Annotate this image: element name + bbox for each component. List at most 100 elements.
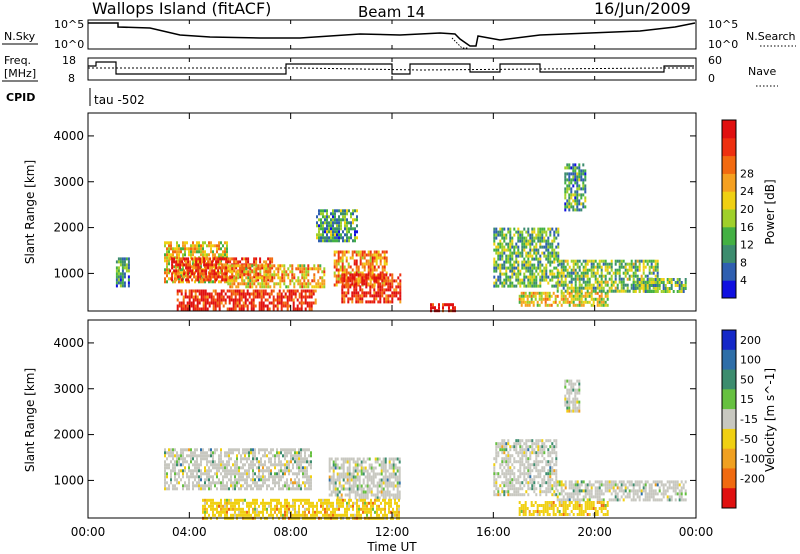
power-cell-2 xyxy=(215,266,218,270)
velocity-cell-0 xyxy=(290,481,292,485)
power-cell-1 xyxy=(168,256,170,260)
power-cell-10 xyxy=(590,303,593,307)
power-cell-11 xyxy=(614,286,617,290)
power-cell-11 xyxy=(574,289,577,293)
power-cell-2 xyxy=(247,257,250,261)
power-cell-6 xyxy=(381,285,384,289)
velocity-cell-3 xyxy=(610,498,613,502)
velocity-cell-0 xyxy=(310,463,312,467)
power-cell-3 xyxy=(241,279,244,283)
velocity-cell-3 xyxy=(604,489,607,493)
power-cell-3 xyxy=(273,264,276,268)
power-cell-7 xyxy=(338,233,340,237)
power-cell-5 xyxy=(361,253,364,257)
power-cell-7 xyxy=(338,218,340,222)
power-cell-12 xyxy=(582,193,585,197)
velocity-cell-3 xyxy=(606,480,609,484)
power-cell-4 xyxy=(294,289,297,293)
velocity-cell-2 xyxy=(493,481,496,485)
power-cell-4 xyxy=(180,289,183,293)
power-cell-3 xyxy=(251,270,254,274)
power-cell-11 xyxy=(628,265,631,269)
velocity-cell-0 xyxy=(196,484,198,488)
velocity-cell-0 xyxy=(164,469,166,473)
power-cell-3 xyxy=(313,279,316,283)
velocity-cell-1 xyxy=(358,475,361,479)
power-cell-10 xyxy=(540,300,543,304)
power-cell-10 xyxy=(536,303,539,307)
velocity-cell-1 xyxy=(356,475,359,479)
power-cell-9 xyxy=(543,266,546,270)
power-cell-9 xyxy=(543,251,546,255)
power-cell-9 xyxy=(507,266,510,270)
power-cell-6 xyxy=(399,297,402,301)
power-cell-9 xyxy=(553,266,556,270)
velocity-cell-3 xyxy=(644,489,647,493)
power-cell-11 xyxy=(600,265,603,269)
power-cell-12 xyxy=(564,208,567,212)
power-cell-1 xyxy=(170,244,172,248)
power-cell-2 xyxy=(175,269,178,273)
power-cell-1 xyxy=(192,244,194,248)
power-cell-10 xyxy=(574,294,577,298)
velocity-cell-0 xyxy=(232,472,234,476)
power-cell-3 xyxy=(305,276,308,280)
power-cell-3 xyxy=(301,276,304,280)
power-cell-2 xyxy=(203,278,206,282)
velocity-cell-1 xyxy=(342,484,345,488)
velocity-cell-0 xyxy=(190,475,192,479)
power-cell-11 xyxy=(590,259,593,263)
velocity-cell-2 xyxy=(517,493,520,497)
power-cell-9 xyxy=(535,275,538,279)
power-cell-3 xyxy=(231,270,234,274)
velocity-cell-3 xyxy=(672,486,675,490)
power-cell-7 xyxy=(338,209,340,213)
velocity-cell-0 xyxy=(216,466,218,470)
power-cell-10 xyxy=(590,294,593,298)
power-cell-10 xyxy=(578,300,581,304)
power-cell-9 xyxy=(549,242,552,246)
power-cell-7 xyxy=(356,209,358,213)
power-cell-4 xyxy=(308,289,311,293)
power-cell-11 xyxy=(634,268,637,272)
velocity-cell-0 xyxy=(244,454,246,458)
power-cell-2 xyxy=(219,260,222,264)
velocity-cell-3 xyxy=(560,489,563,493)
power-cell-1 xyxy=(170,247,172,251)
velocity-cell-0 xyxy=(260,463,262,467)
velocity-cell-0 xyxy=(200,463,202,467)
power-cell-4 xyxy=(190,301,193,305)
velocity-cell-0 xyxy=(210,484,212,488)
power-cell-4 xyxy=(186,307,189,311)
power-cell-1 xyxy=(202,274,204,278)
power-cell-11 xyxy=(578,289,581,293)
velocity-cell-3 xyxy=(622,483,625,487)
power-cell-12 xyxy=(578,178,581,182)
power-cell-11 xyxy=(614,289,617,293)
velocity-cell-1 xyxy=(388,490,391,494)
power-cell-4 xyxy=(196,298,199,302)
power-cell-7 xyxy=(332,218,334,222)
velocity-cell-1 xyxy=(398,496,401,500)
power-cell-7 xyxy=(336,230,338,234)
velocity-cell-2 xyxy=(521,448,524,452)
power-cell-6 xyxy=(391,285,394,289)
velocity-cell-0 xyxy=(258,466,260,470)
power-cell-13 xyxy=(650,284,653,287)
velocity-cell-1 xyxy=(382,481,385,485)
power-cell-9 xyxy=(505,233,508,237)
power-cell-5 xyxy=(371,283,374,287)
power-cell-5 xyxy=(379,256,382,260)
power-cell-9 xyxy=(557,263,560,267)
power-cell-10 xyxy=(518,294,521,298)
power-cell-4 xyxy=(240,307,243,311)
velocity-cell-0 xyxy=(186,475,188,479)
power-cell-3 xyxy=(305,282,308,286)
power-cell-7 xyxy=(344,212,346,216)
power-cell-11 xyxy=(612,283,615,287)
velocity-cell-0 xyxy=(258,469,260,473)
power-cell-11 xyxy=(596,280,599,284)
power-cell-9 xyxy=(509,266,512,270)
power-cell-3 xyxy=(281,279,284,283)
power-cell-11 xyxy=(596,283,599,287)
